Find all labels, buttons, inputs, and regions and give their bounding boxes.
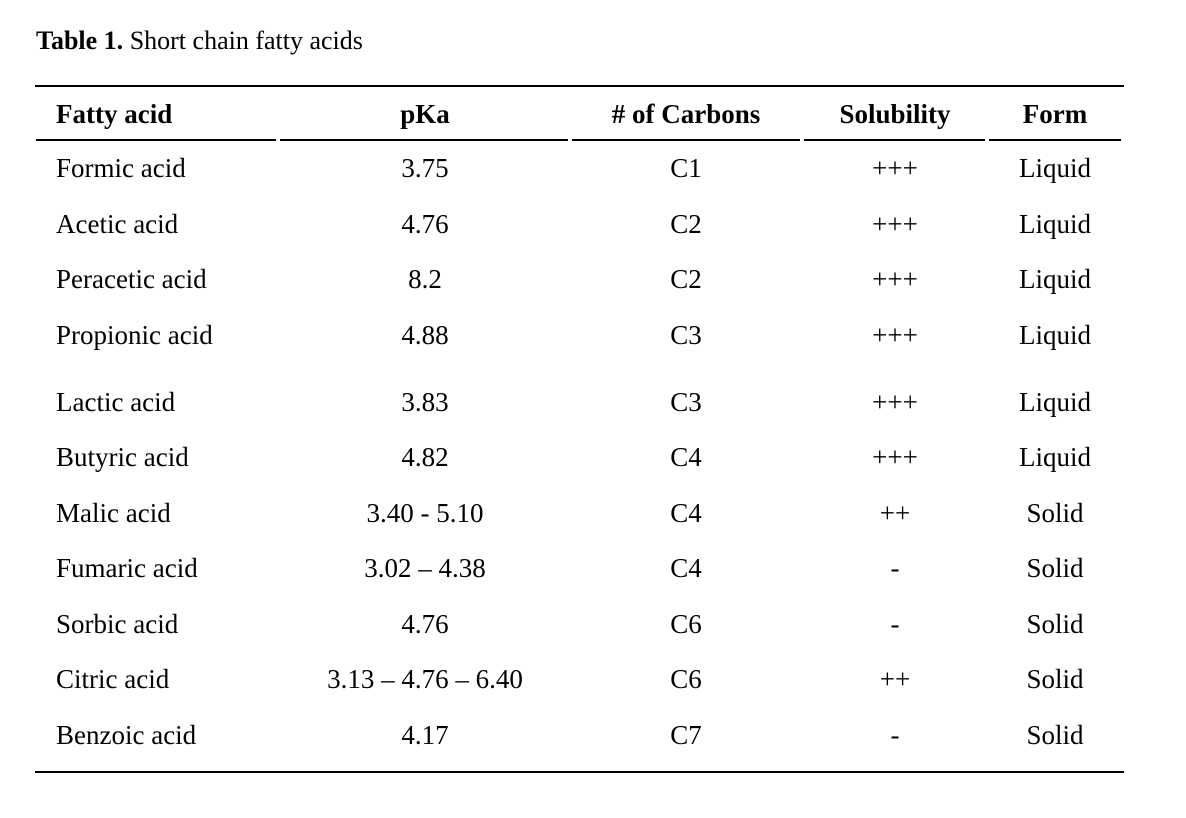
cell-pka: 3.13 – 4.76 – 6.40	[327, 664, 523, 694]
cell-pka: 4.17	[401, 720, 449, 750]
table-bottom-rule	[35, 771, 1124, 773]
cell-fatty-acid: Benzoic acid	[56, 720, 197, 750]
cell-form: Liquid	[1019, 320, 1091, 350]
cell-carbons: C4	[670, 442, 702, 472]
header-underline-solubility	[804, 139, 985, 141]
table-caption: Table 1. Short chain fatty acids	[36, 24, 363, 58]
cell-fatty-acid: Butyric acid	[56, 442, 189, 472]
cell-form: Solid	[1026, 720, 1084, 750]
header-underline-fatty-acid	[36, 139, 276, 141]
cell-fatty-acid: Citric acid	[56, 664, 170, 694]
cell-solubility: +++	[872, 264, 918, 294]
cell-fatty-acid: Fumaric acid	[56, 553, 198, 583]
cell-solubility: -	[890, 553, 900, 583]
cell-fatty-acid: Malic acid	[56, 498, 171, 528]
cell-solubility: -	[890, 609, 900, 639]
header-underline-form	[989, 139, 1121, 141]
column-header-pka: pKa	[400, 99, 450, 129]
cell-carbons: C3	[670, 387, 702, 417]
cell-pka: 4.88	[401, 320, 449, 350]
cell-carbons: C2	[670, 264, 702, 294]
cell-solubility: +++	[872, 442, 918, 472]
cell-pka: 4.82	[401, 442, 449, 472]
cell-form: Liquid	[1019, 442, 1091, 472]
cell-solubility: -	[890, 720, 900, 750]
cell-fatty-acid: Peracetic acid	[56, 264, 207, 294]
table-caption-text: Short chain fatty acids	[123, 26, 363, 55]
cell-form: Solid	[1026, 498, 1084, 528]
cell-form: Liquid	[1019, 264, 1091, 294]
cell-fatty-acid: Sorbic acid	[56, 609, 179, 639]
cell-fatty-acid: Acetic acid	[56, 209, 179, 239]
cell-pka: 4.76	[401, 609, 449, 639]
cell-form: Solid	[1026, 609, 1084, 639]
cell-pka: 3.75	[401, 153, 449, 183]
cell-fatty-acid: Formic acid	[56, 153, 186, 183]
cell-solubility: +++	[872, 209, 918, 239]
column-header-fatty-acid: Fatty acid	[56, 99, 173, 129]
cell-pka: 3.40 - 5.10	[366, 498, 484, 528]
column-header-solubility: Solubility	[839, 99, 951, 129]
cell-carbons: C2	[670, 209, 702, 239]
cell-form: Liquid	[1019, 153, 1091, 183]
table-top-rule	[35, 85, 1124, 87]
cell-solubility: +++	[872, 387, 918, 417]
cell-pka: 8.2	[408, 264, 442, 294]
cell-carbons: C6	[670, 609, 702, 639]
cell-form: Solid	[1026, 664, 1084, 694]
cell-pka: 3.83	[401, 387, 449, 417]
cell-carbons: C3	[670, 320, 702, 350]
cell-carbons: C7	[670, 720, 702, 750]
cell-form: Liquid	[1019, 209, 1091, 239]
cell-carbons: C1	[670, 153, 702, 183]
cell-form: Solid	[1026, 553, 1084, 583]
header-underline-carbons	[572, 139, 800, 141]
column-header-carbons: # of Carbons	[611, 99, 761, 129]
cell-solubility: ++	[879, 664, 911, 694]
cell-solubility: +++	[872, 320, 918, 350]
cell-pka: 3.02 – 4.38	[364, 553, 486, 583]
cell-form: Liquid	[1019, 387, 1091, 417]
cell-carbons: C6	[670, 664, 702, 694]
table-caption-label: Table 1.	[36, 26, 124, 55]
cell-fatty-acid: Lactic acid	[56, 387, 176, 417]
cell-solubility: ++	[879, 498, 911, 528]
cell-solubility: +++	[872, 153, 918, 183]
column-header-form: Form	[1022, 99, 1088, 129]
cell-pka: 4.76	[401, 209, 449, 239]
cell-carbons: C4	[670, 498, 702, 528]
header-underline-pka	[280, 139, 568, 141]
cell-carbons: C4	[670, 553, 702, 583]
cell-fatty-acid: Propionic acid	[56, 320, 213, 350]
